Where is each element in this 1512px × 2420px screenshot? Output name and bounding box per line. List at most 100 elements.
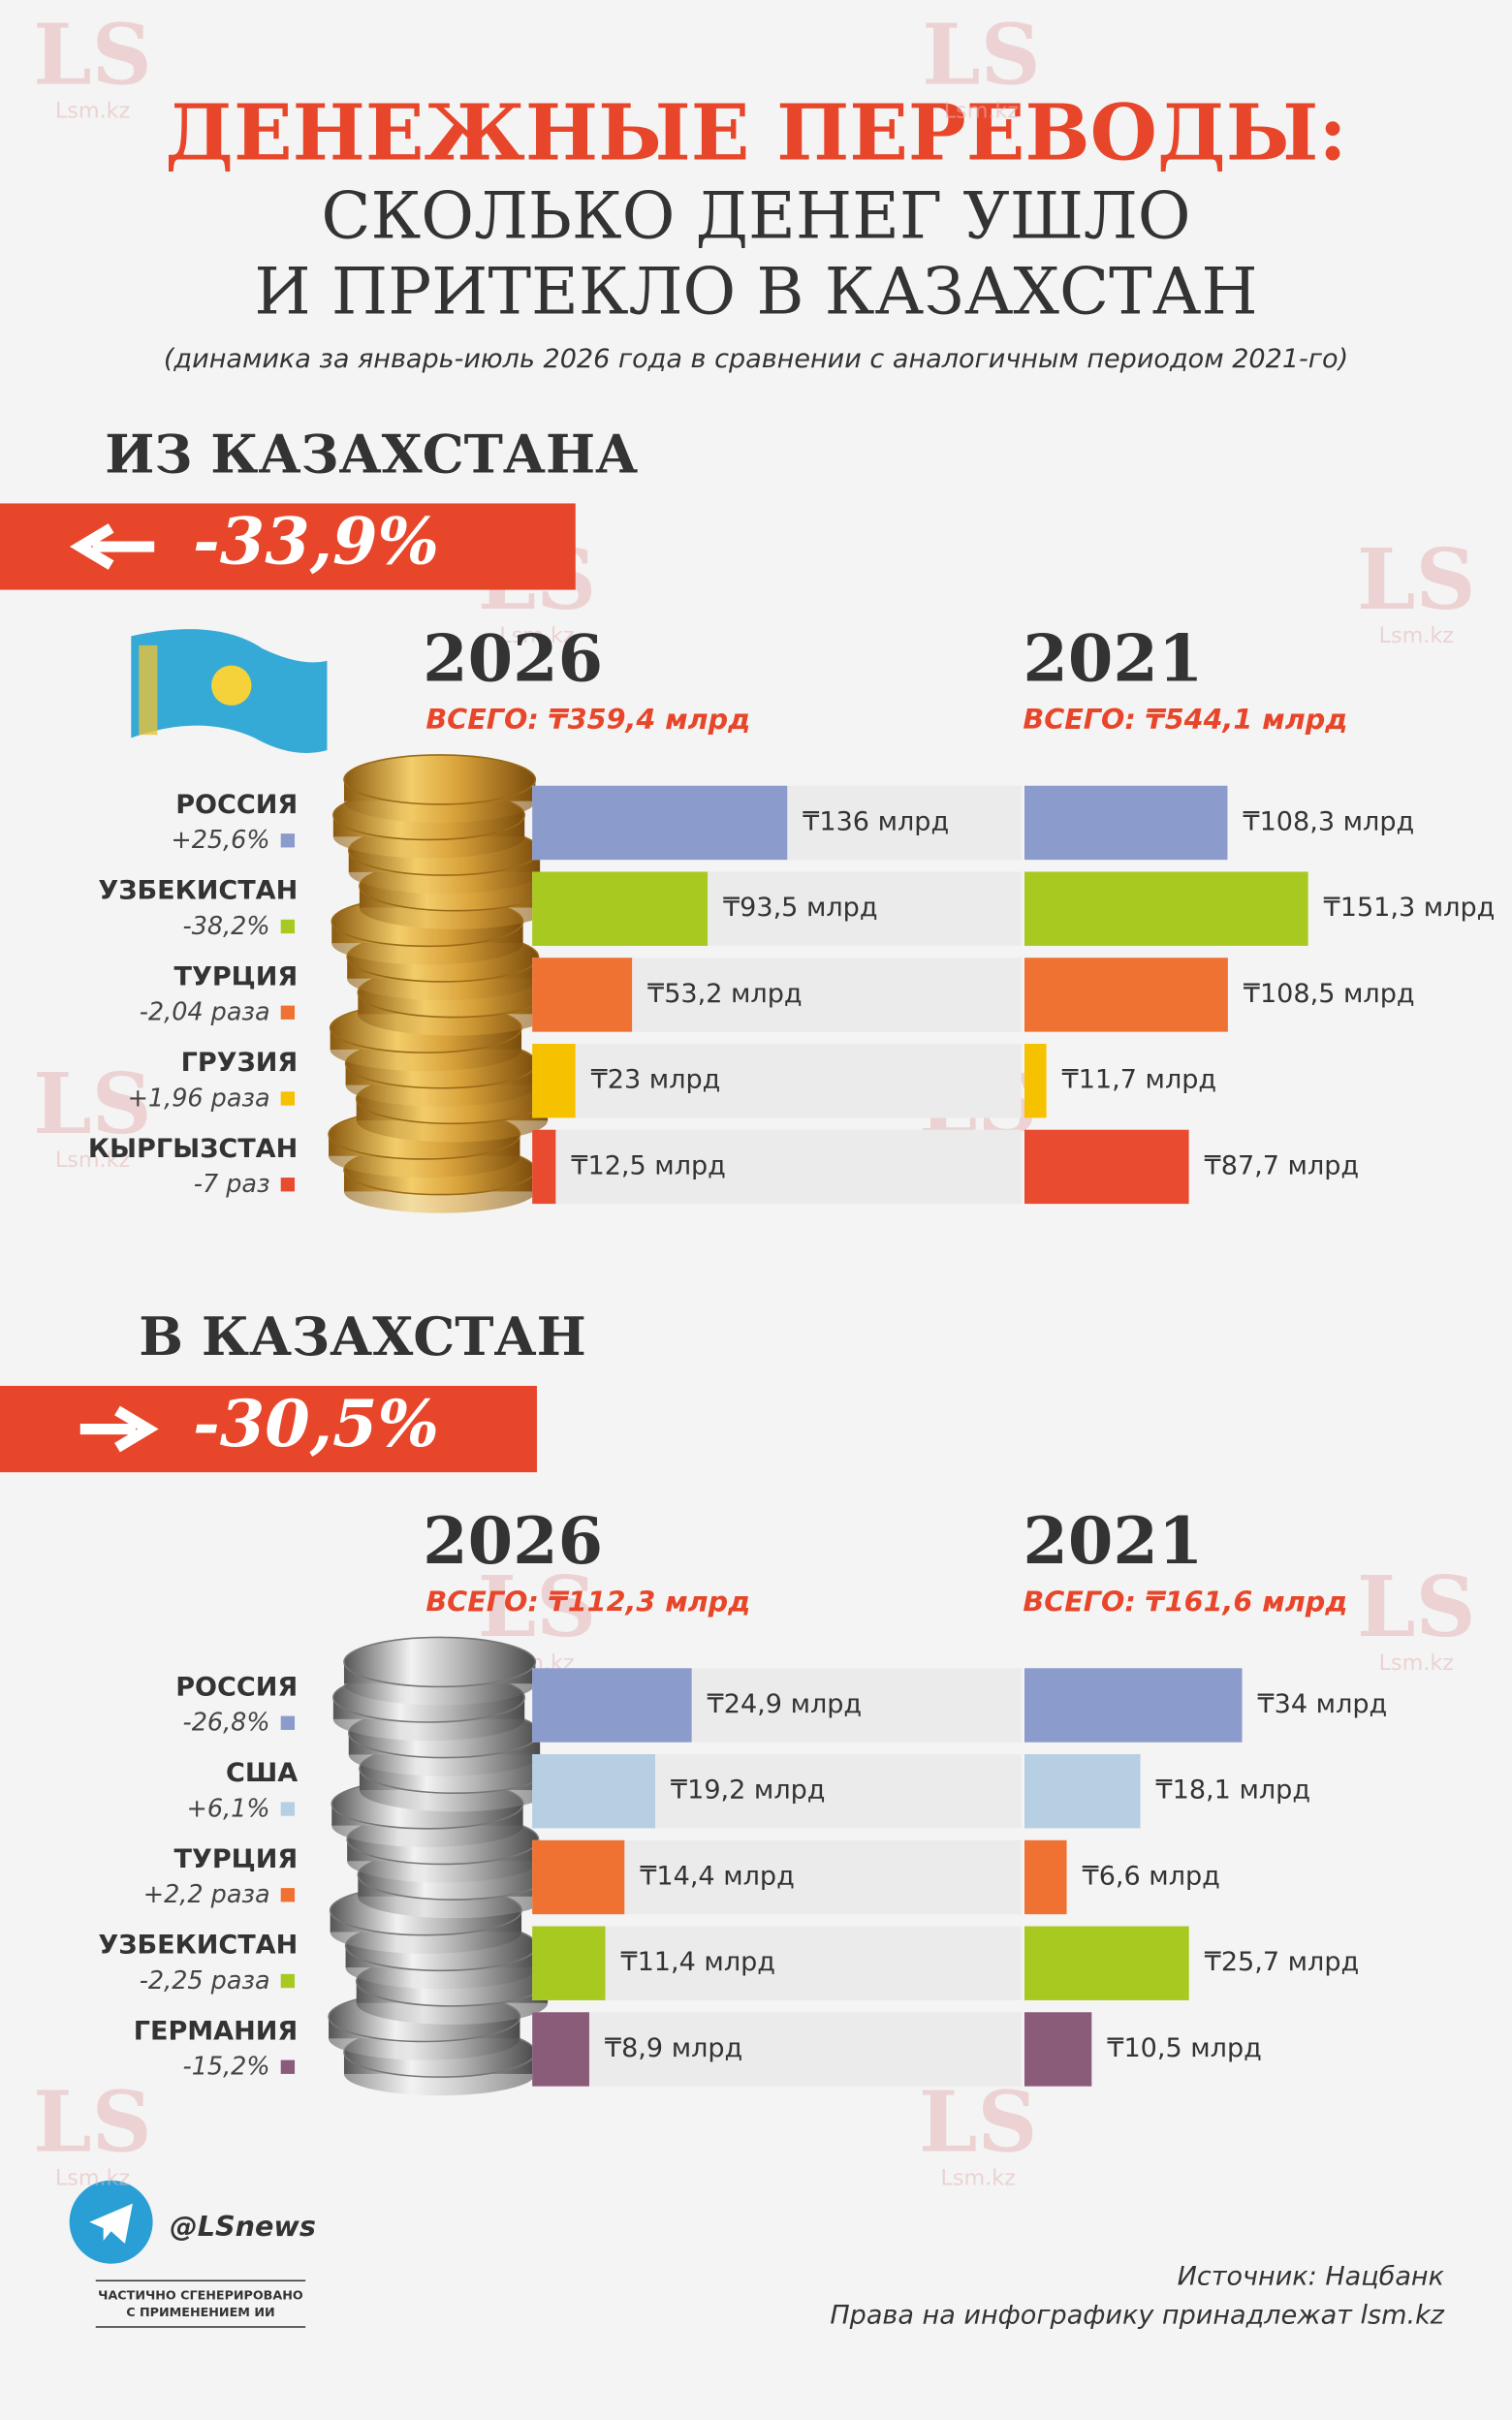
note: (динамика за январь-июль 2026 года в сра… [164, 344, 1348, 374]
watermark-logo: LS [1357, 1558, 1476, 1656]
watermark-logo: LS [922, 7, 1041, 105]
watermark-site: Lsm.kz [1379, 1650, 1454, 1676]
value-label: ₸87,7 млрд [1205, 1150, 1360, 1180]
value-label: ₸12,5 млрд [571, 1150, 726, 1180]
row-band [532, 1129, 1022, 1205]
coin-face [343, 1636, 537, 1688]
title: ДЕНЕЖНЫЕ ПЕРЕВОДЫ: [165, 87, 1346, 178]
value-label: ₸25,7 млрд [1205, 1947, 1360, 1977]
bar [1024, 2012, 1092, 2087]
flag [131, 629, 328, 753]
country-name: ТУРЦИЯ [174, 1844, 299, 1874]
bar [532, 2012, 589, 2087]
country-change: -2,04 раза [140, 998, 270, 1027]
value-label: ₸11,4 млрд [620, 1947, 775, 1977]
country-change: -26,8% [183, 1709, 270, 1738]
country-name: УЗБЕКИСТАН [98, 876, 298, 906]
legend-swatch [280, 1091, 296, 1106]
value-label: ₸93,5 млрд [723, 893, 878, 923]
country-change: +25,6% [171, 826, 269, 855]
country-change: -7 раз [194, 1170, 270, 1199]
ai-note: С ПРИМЕНЕНИЕМ ИИ [126, 2306, 274, 2320]
legend-swatch [280, 1178, 296, 1192]
change: -30,5% [193, 1385, 439, 1461]
change: -33,9% [193, 503, 439, 580]
handle: @LSnews [170, 2210, 316, 2243]
value-label: ₸108,3 млрд [1243, 806, 1414, 836]
watermark-site: Lsm.kz [1379, 623, 1454, 648]
bar [532, 1839, 625, 1915]
row-band [532, 2012, 1022, 2087]
bar [1024, 1926, 1189, 2000]
watermark-site: Lsm.kz [55, 99, 130, 124]
bar [1024, 1754, 1141, 1829]
coin-face [343, 754, 537, 805]
country-name: РОССИЯ [175, 790, 298, 820]
bar [532, 1926, 606, 2000]
legend-swatch [280, 2059, 296, 2074]
value-label: ₸24,9 млрд [708, 1689, 863, 1719]
bar [1024, 1839, 1067, 1915]
value-label: ₸151,3 млрд [1324, 893, 1496, 923]
watermark-logo: LS [33, 7, 152, 105]
legend-swatch [280, 1802, 296, 1816]
country-name: ГРУЗИЯ [181, 1048, 299, 1078]
row-band [532, 1043, 1022, 1118]
ai-note: ЧАСТИЧНО СГЕНЕРИРОВАНО [98, 2289, 303, 2304]
total: ВСЕГО: ₸161,6 млрд [1023, 1585, 1347, 1618]
country-name: РОССИЯ [175, 1672, 298, 1702]
watermark-logo: LS [33, 2074, 152, 2172]
country-change: -15,2% [183, 2053, 270, 2082]
legend-swatch [280, 1005, 296, 1020]
bar [532, 1129, 556, 1205]
subtitle: И ПРИТЕКЛО В КАЗАХСТАН [254, 254, 1257, 330]
watermark-site: Lsm.kz [55, 2166, 130, 2191]
telegram-plane [89, 2203, 133, 2245]
watermark-site: Lsm.kz [499, 623, 574, 648]
bar [1024, 958, 1228, 1032]
arrow [79, 1405, 159, 1453]
total: ВСЕГО: ₸359,4 млрд [425, 703, 750, 736]
legend-swatch [280, 919, 296, 934]
watermark-logo: LS [919, 2074, 1038, 2172]
value-label: ₸108,5 млрд [1244, 979, 1415, 1009]
bar [532, 1043, 576, 1118]
bar [1024, 871, 1308, 946]
watermark-logo: LS [33, 1055, 152, 1153]
country-change: +6,1% [187, 1794, 270, 1823]
legend-swatch [280, 833, 296, 848]
watermark-logo: LS [478, 1558, 597, 1656]
value-label: ₸18,1 млрд [1155, 1776, 1310, 1806]
rights: Права на инфографику принадлежат lsm.kz [830, 2300, 1444, 2330]
year: 2026 [423, 619, 603, 696]
source: Источник: Нацбанк [1178, 2262, 1445, 2292]
bar [532, 1668, 692, 1743]
legend-swatch [280, 1973, 296, 1989]
arrow [69, 523, 155, 570]
country-change: +1,96 раза [128, 1084, 270, 1113]
country-name: США [226, 1758, 298, 1788]
row-band [532, 1926, 1022, 2000]
section-title: ИЗ КАЗАХСТАНА [105, 423, 638, 485]
bar [1024, 1043, 1047, 1118]
country-name: ГЕРМАНИЯ [134, 2016, 298, 2046]
bar [1024, 1668, 1243, 1743]
value-label: ₸23 млрд [591, 1065, 721, 1095]
bar [1024, 1129, 1189, 1205]
value-label: ₸34 млрд [1257, 1689, 1387, 1719]
total: ВСЕГО: ₸112,3 млрд [425, 1585, 750, 1618]
watermark-site: Lsm.kz [55, 1147, 130, 1173]
country-change: -38,2% [183, 912, 270, 941]
watermark-logo: LS [1357, 531, 1476, 629]
value-label: ₸136 млрд [803, 806, 949, 836]
bar [532, 871, 709, 946]
value-label: ₸14,4 млрд [640, 1861, 795, 1891]
year: 2021 [1023, 1502, 1203, 1579]
watermark-site: Lsm.kz [941, 2166, 1016, 2191]
watermark-site: Lsm.kz [944, 99, 1019, 124]
country-change: +2,2 раза [143, 1880, 270, 1909]
year: 2026 [423, 1502, 603, 1579]
subtitle: СКОЛЬКО ДЕНЕГ УШЛО [321, 178, 1190, 254]
legend-swatch [280, 1715, 296, 1730]
country-name: ТУРЦИЯ [174, 961, 299, 991]
